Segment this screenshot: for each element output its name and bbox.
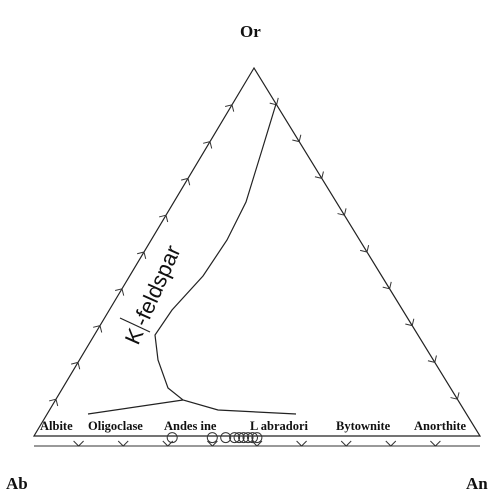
bottom-edge-tick — [73, 440, 84, 447]
left-edge-tick — [225, 104, 235, 112]
left-edge-tick — [181, 177, 191, 186]
sample-point — [242, 432, 254, 444]
bottom-edge-tick — [430, 440, 441, 447]
right-edge-tick — [269, 97, 279, 106]
field-label-bytownite: Bytownite — [336, 419, 391, 433]
left-edge-tick — [49, 398, 59, 407]
right-edge-tick — [337, 208, 347, 216]
vertex-label-an: An — [466, 474, 488, 493]
kfeldspar-label-group: K -feldspar — [120, 241, 186, 348]
sample-point — [206, 432, 218, 444]
right-edge-tick — [360, 245, 370, 253]
left-edge-tick — [203, 140, 213, 149]
left-edge-tick — [93, 324, 103, 333]
field-label-albite: Albite — [40, 419, 73, 433]
field-label-anorthite: Anorthite — [414, 419, 467, 433]
left-edge-tick — [71, 361, 81, 370]
sample-point — [238, 432, 250, 444]
bottom-edge-tick — [385, 440, 397, 447]
sample-points — [166, 432, 263, 444]
kfeldspar-label-rest: -feldspar — [128, 241, 186, 329]
ternary-triangle-outline — [32, 66, 482, 437]
right-edge-tick — [292, 134, 302, 143]
field-label-labradorite: L abradori — [250, 419, 309, 433]
albite-oligoclase-boundary-line — [87, 399, 184, 415]
sample-point — [247, 432, 258, 444]
left-edge-tick — [137, 251, 147, 259]
right-edge-tick — [450, 392, 460, 400]
field-label-andesine: Andes ine — [164, 419, 217, 433]
left-edge-tick — [159, 214, 169, 223]
vertex-label-ab: Ab — [6, 474, 28, 493]
sample-point — [166, 432, 178, 444]
vertex-label-or: Or — [240, 22, 261, 41]
right-edge-tick — [405, 318, 415, 327]
right-edge-tick — [427, 355, 437, 364]
bottom-edge-tick — [340, 440, 352, 447]
bottom-edge-tick — [117, 440, 129, 447]
sample-point — [251, 432, 263, 444]
right-edge-tick — [314, 171, 324, 180]
field-boundaries — [87, 103, 297, 415]
field-label-oligoclase: Oligoclase — [88, 419, 143, 433]
kfeldspar-label-divider — [119, 317, 151, 333]
bottom-edge-tick — [162, 440, 174, 447]
sample-point — [229, 432, 241, 444]
sample-point — [220, 432, 232, 444]
sample-point — [233, 432, 245, 444]
kfeldspar-boundary-line — [154, 103, 297, 415]
axis-ticks — [34, 97, 480, 447]
right-edge-tick — [382, 281, 392, 290]
left-edge-tick — [115, 288, 125, 296]
bottom-edge-tick — [296, 440, 307, 447]
